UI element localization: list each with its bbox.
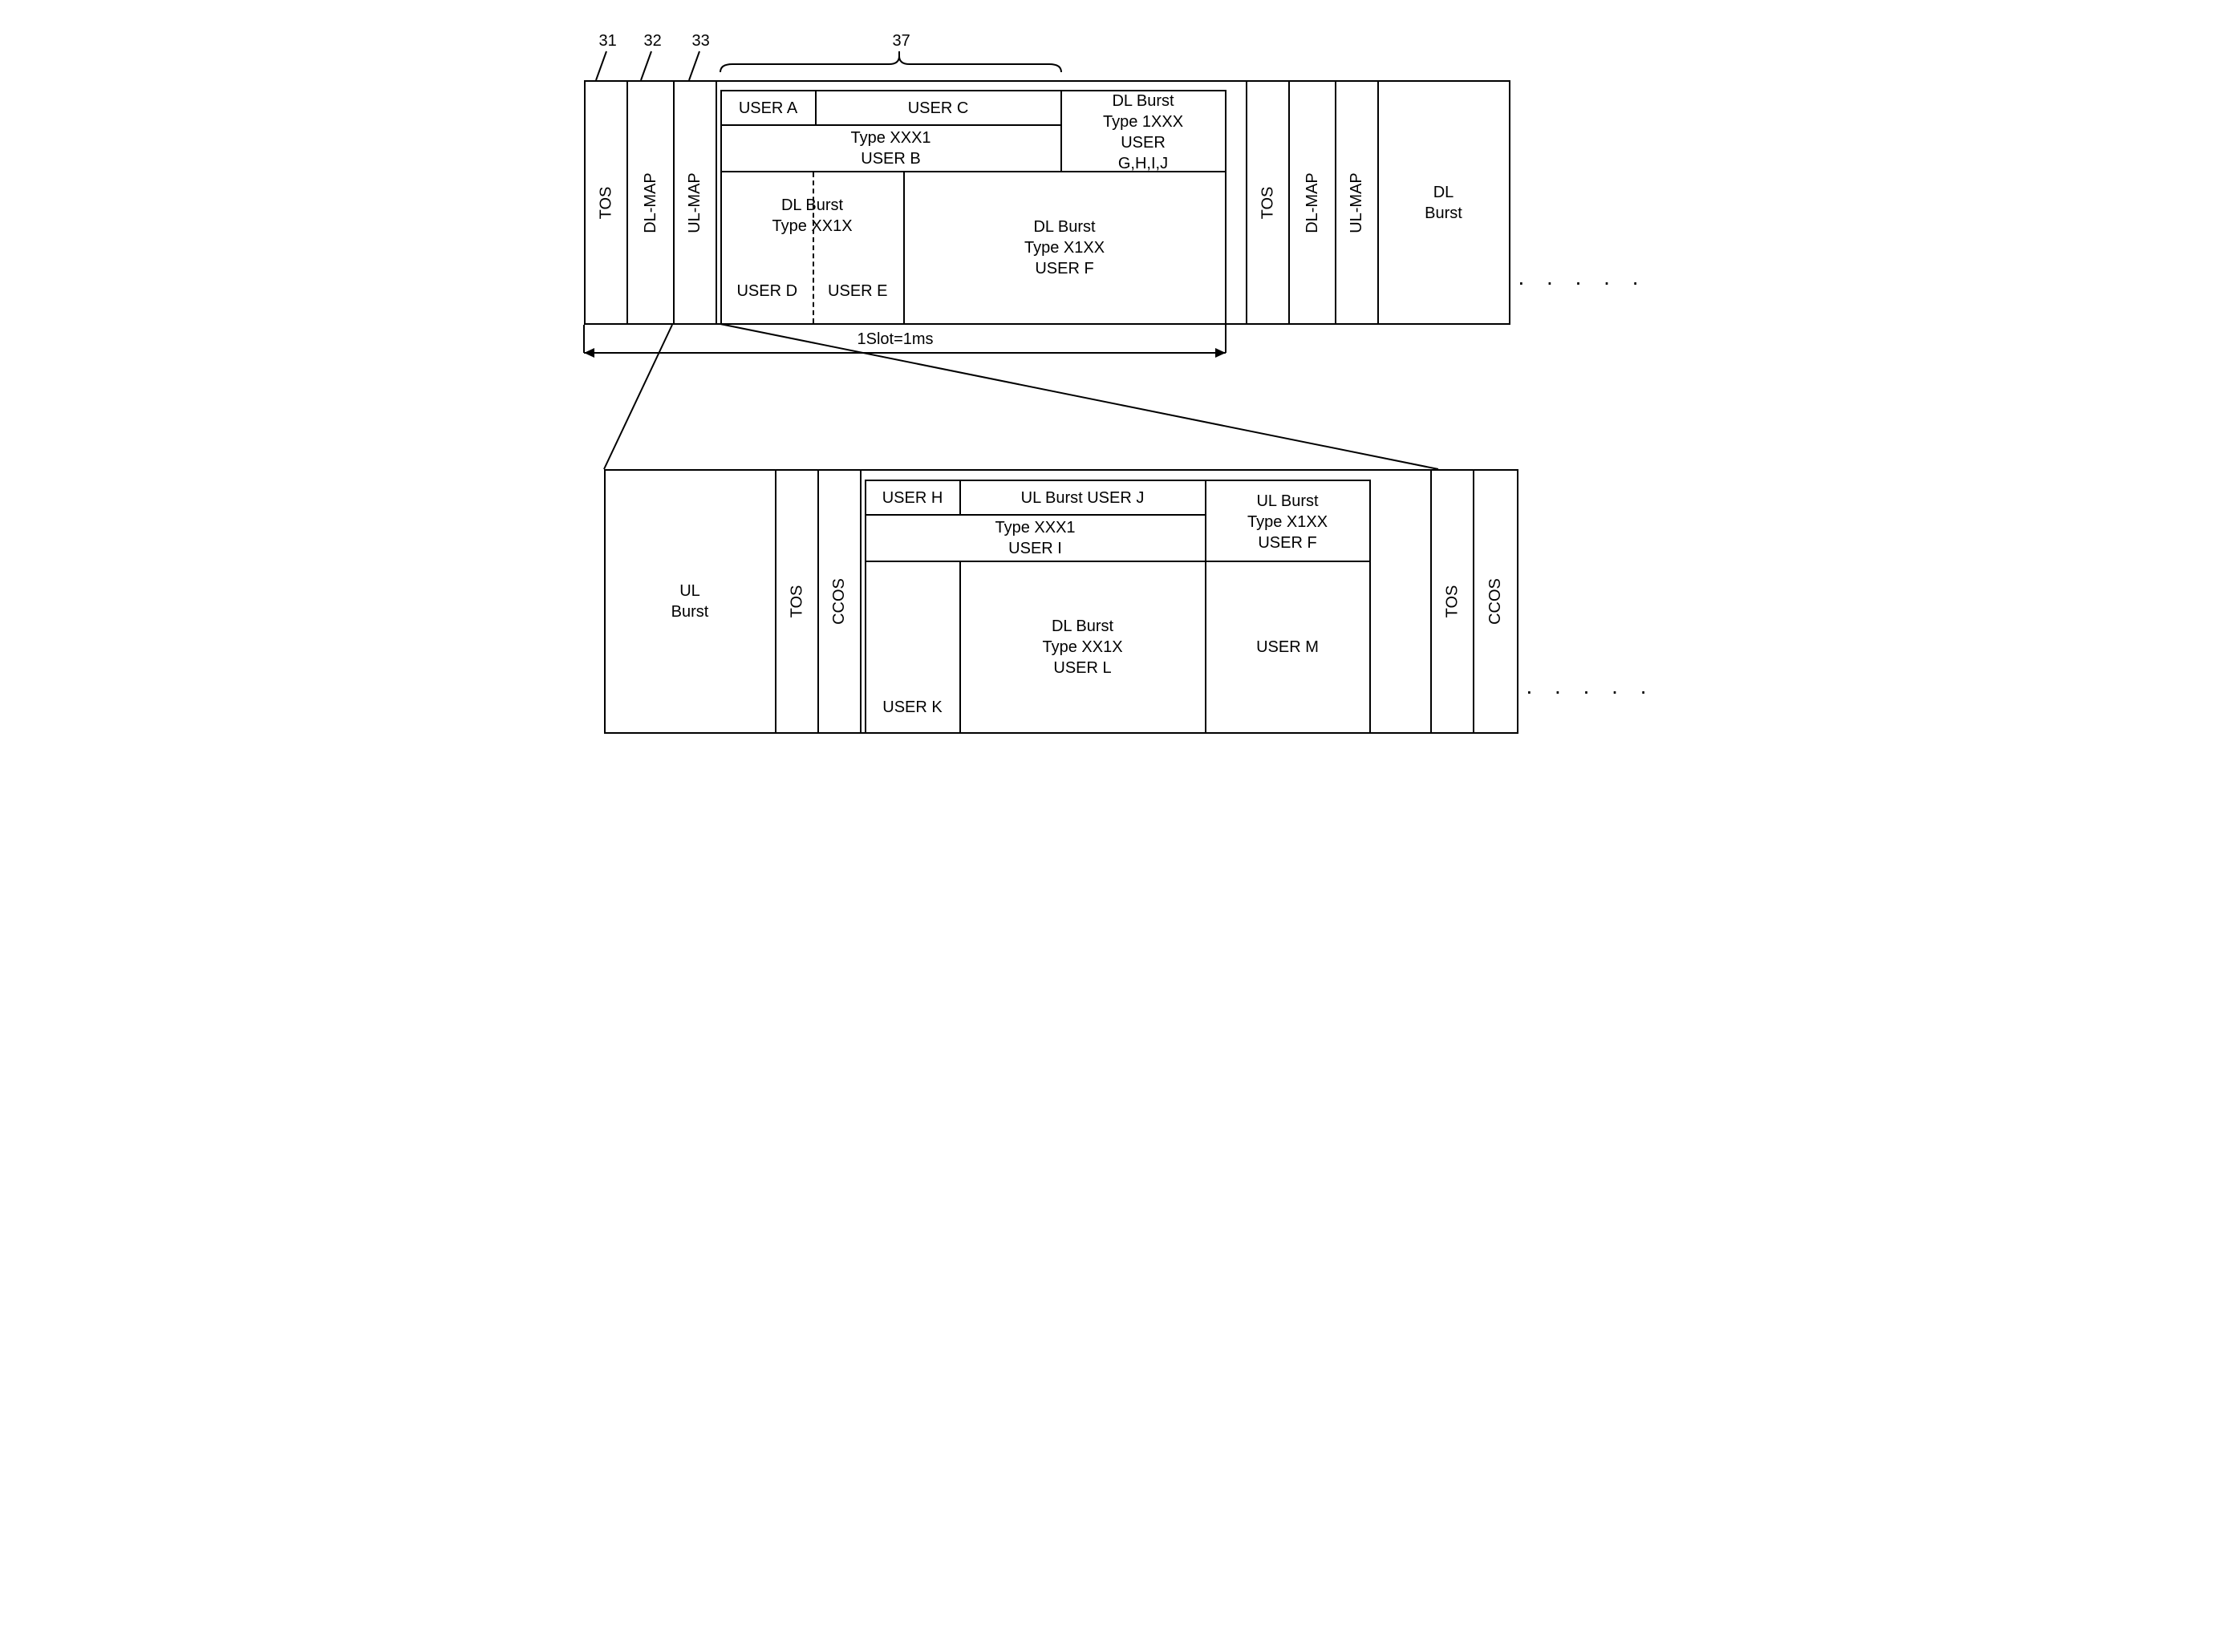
bottom-user-m: USER M [1205, 561, 1371, 734]
top-ulmap-1: UL-MAP [673, 80, 717, 325]
top-dlmap-2: DL-MAP [1288, 80, 1336, 325]
top-dlburst-ghij: DL Burst Type 1XXX USER G,H,I,J [1060, 90, 1226, 172]
bottom-dots: . . . . . [1526, 674, 1655, 699]
bottom-user-k: USER K [865, 561, 961, 734]
callout-33: 33 [692, 32, 710, 51]
top-ulmap-2: UL-MAP [1335, 80, 1379, 325]
bottom-type-xxx1-useri: Type XXX1 USER I [865, 514, 1206, 562]
bottom-ulburst-f: UL Burst Type X1XX USER F [1205, 480, 1371, 562]
bottom-ulburst-left: UL Burst [604, 469, 776, 734]
top-dlburst-f: DL Burst Type X1XX USER F [903, 171, 1226, 325]
top-tos-1: TOS [584, 80, 628, 325]
callout-32: 32 [644, 32, 662, 51]
top-type-xxx1-userb: Type XXX1 USER B [720, 124, 1062, 172]
top-user-c: USER C [815, 90, 1062, 126]
diagram-root: 31 32 33 37 TOS DL-MAP UL-MAP USER A US [556, 32, 1679, 834]
bottom-ulburst-j: UL Burst USER J [959, 480, 1206, 516]
top-dots: . . . . . [1518, 265, 1647, 290]
bottom-tos-1: TOS [775, 469, 819, 734]
top-user-a: USER A [720, 90, 817, 126]
top-de-divider [813, 172, 814, 323]
slot-label: 1Slot=1ms [853, 330, 939, 349]
bottom-user-h: USER H [865, 480, 961, 516]
bottom-ccos-2: CCOS [1473, 469, 1518, 734]
bottom-ccos-1: CCOS [817, 469, 862, 734]
bottom-dlburst-l: DL Burst Type XX1X USER L [959, 561, 1206, 734]
top-dlmap-1: DL-MAP [626, 80, 675, 325]
callout-37: 37 [893, 32, 910, 51]
top-dlburst-right: DL Burst [1377, 80, 1510, 325]
bottom-tos-2: TOS [1430, 469, 1474, 734]
callout-31: 31 [599, 32, 617, 51]
top-tos-2: TOS [1246, 80, 1290, 325]
